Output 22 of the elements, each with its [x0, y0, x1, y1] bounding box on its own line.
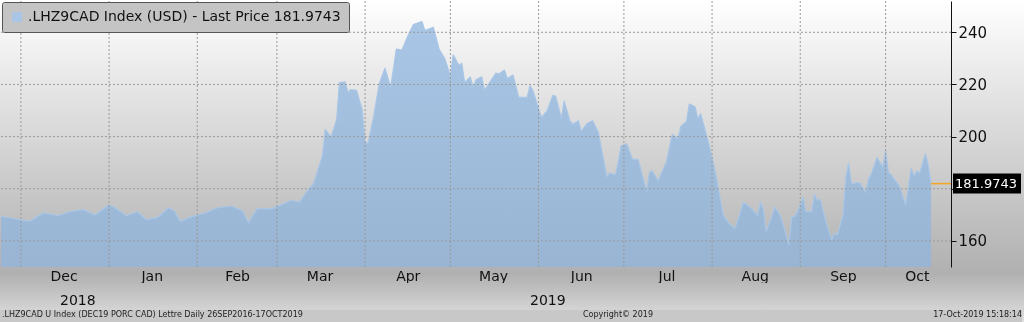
- text: 2018: [60, 292, 96, 308]
- text: Copyright© 2019: [582, 310, 653, 321]
- y-tick-label: 220: [958, 75, 988, 94]
- ref-line-label: 181.9743: [955, 175, 1018, 191]
- x-tick-label: Aug: [741, 267, 769, 284]
- text: .LHZ9CAD U Index (DEC19 PORC CAD) Lettre Daily 26SEP2016-17OCT2019: [2, 310, 303, 321]
- x-tick-label: Jun: [569, 267, 593, 284]
- x-tick-label: May: [479, 267, 509, 284]
- text: 2019: [530, 292, 566, 308]
- x-tick-label: Jan: [140, 267, 164, 284]
- x-tick-label: Oct: [905, 267, 930, 284]
- legend-label: .LHZ9CAD Index (USD) - Last Price 181.9743: [28, 8, 341, 24]
- y-tick-label: 160: [958, 232, 988, 251]
- y-tick-label: 240: [958, 23, 988, 42]
- x-tick-label: Dec: [50, 267, 78, 284]
- x-tick-label: Mar: [306, 267, 334, 284]
- x-tick-label: Sep: [830, 267, 857, 284]
- x-tick-label: Feb: [225, 267, 251, 284]
- text: 17-Oct-2019 15:18:14: [933, 310, 1022, 321]
- x-tick-label: Apr: [396, 267, 421, 284]
- y-tick-label: 200: [958, 128, 988, 147]
- x-tick-label: Jul: [657, 267, 676, 284]
